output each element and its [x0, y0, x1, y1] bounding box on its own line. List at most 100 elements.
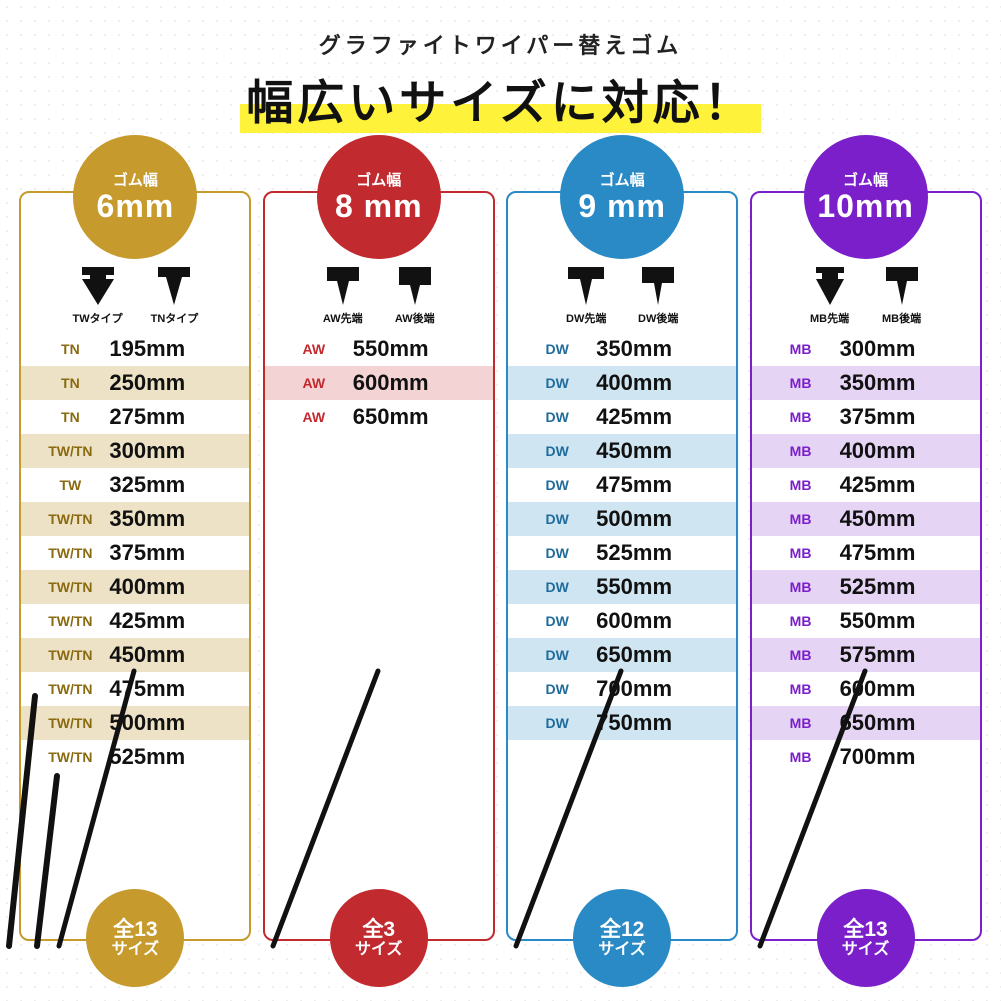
type-code: TW/TN: [35, 647, 105, 663]
size-row: MB 450mm: [752, 502, 980, 536]
size-list: TN 195mmTN 250mmTN 275mmTW/TN 300mmTW 32…: [21, 332, 249, 774]
profile-label: TWタイプ: [73, 310, 123, 326]
size-value: 425mm: [105, 608, 185, 634]
profile-label: DW後端: [638, 310, 678, 326]
count-value: 全13: [843, 918, 887, 941]
profile-icons: MB先端MB後端: [752, 265, 980, 326]
size-value: 375mm: [836, 404, 916, 430]
size-row: TW/TN 400mm: [21, 570, 249, 604]
profile-label: AW先端: [323, 310, 363, 326]
width-badge: ゴム幅 9 mm: [560, 135, 684, 259]
size-value: 400mm: [592, 370, 672, 396]
profile-label: TNタイプ: [151, 310, 199, 326]
type-code: DW: [522, 647, 592, 663]
size-value: 350mm: [105, 506, 185, 532]
size-value: 600mm: [592, 608, 672, 634]
type-code: TN: [35, 409, 105, 425]
type-code: DW: [522, 409, 592, 425]
size-row: DW 425mm: [508, 400, 736, 434]
size-value: 475mm: [836, 540, 916, 566]
size-row: MB 375mm: [752, 400, 980, 434]
type-code: TW/TN: [35, 545, 105, 561]
size-value: 350mm: [592, 336, 672, 362]
type-code: MB: [766, 375, 836, 391]
size-panel: DW先端DW後端DW 350mmDW 400mmDW 425mmDW 450mm…: [506, 191, 738, 941]
size-value: 325mm: [105, 472, 185, 498]
type-code: TW/TN: [35, 749, 105, 765]
size-value: 400mm: [836, 438, 916, 464]
badge-label: ゴム幅: [356, 169, 401, 190]
type-code: AW: [279, 409, 349, 425]
size-row: DW 500mm: [508, 502, 736, 536]
size-row: TW/TN 475mm: [21, 672, 249, 706]
size-value: 195mm: [105, 336, 185, 362]
size-column: ゴム幅 10mmMB先端MB後端MB 300mmMB 350mmMB 375mm…: [750, 191, 982, 941]
size-row: MB 650mm: [752, 706, 980, 740]
type-code: MB: [766, 409, 836, 425]
size-list: DW 350mmDW 400mmDW 425mmDW 450mmDW 475mm…: [508, 332, 736, 740]
size-row: DW 400mm: [508, 366, 736, 400]
size-row: DW 550mm: [508, 570, 736, 604]
size-row: DW 475mm: [508, 468, 736, 502]
size-row: MB 350mm: [752, 366, 980, 400]
size-row: TN 195mm: [21, 332, 249, 366]
size-value: 750mm: [592, 710, 672, 736]
size-value: 650mm: [349, 404, 429, 430]
size-value: 450mm: [105, 642, 185, 668]
size-value: 550mm: [349, 336, 429, 362]
size-row: MB 300mm: [752, 332, 980, 366]
size-row: TW 325mm: [21, 468, 249, 502]
size-value: 550mm: [836, 608, 916, 634]
size-value: 500mm: [592, 506, 672, 532]
type-code: TW/TN: [35, 443, 105, 459]
size-value: 300mm: [105, 438, 185, 464]
size-row: DW 650mm: [508, 638, 736, 672]
type-code: DW: [522, 715, 592, 731]
type-code: MB: [766, 545, 836, 561]
type-code: DW: [522, 511, 592, 527]
profile-icon: TWタイプ: [73, 265, 123, 326]
size-row: DW 350mm: [508, 332, 736, 366]
size-row: TW/TN 350mm: [21, 502, 249, 536]
badge-width: 6mm: [97, 188, 175, 225]
size-row: TW/TN 375mm: [21, 536, 249, 570]
profile-icon: TNタイプ: [151, 265, 199, 326]
type-code: TW/TN: [35, 511, 105, 527]
type-code: DW: [522, 613, 592, 629]
type-code: MB: [766, 613, 836, 629]
type-code: MB: [766, 647, 836, 663]
size-column: ゴム幅 9 mmDW先端DW後端DW 350mmDW 400mmDW 425mm…: [506, 191, 738, 941]
type-code: MB: [766, 749, 836, 765]
profile-icon: AW先端: [321, 265, 365, 326]
size-list: MB 300mmMB 350mmMB 375mmMB 400mmMB 425mm…: [752, 332, 980, 774]
badge-label: ゴム幅: [600, 169, 645, 190]
count-badge: 全12 サイズ: [573, 889, 671, 987]
width-badge: ゴム幅 8 mm: [317, 135, 441, 259]
type-code: TN: [35, 375, 105, 391]
size-value: 575mm: [836, 642, 916, 668]
size-value: 525mm: [592, 540, 672, 566]
size-row: MB 575mm: [752, 638, 980, 672]
type-code: TN: [35, 341, 105, 357]
size-panel: MB先端MB後端MB 300mmMB 350mmMB 375mmMB 400mm…: [750, 191, 982, 941]
count-value: 全12: [600, 918, 644, 941]
type-code: MB: [766, 579, 836, 595]
type-code: MB: [766, 443, 836, 459]
size-row: TW/TN 300mm: [21, 434, 249, 468]
type-code: DW: [522, 341, 592, 357]
size-value: 400mm: [105, 574, 185, 600]
count-badge: 全3 サイズ: [330, 889, 428, 987]
size-value: 275mm: [105, 404, 185, 430]
badge-width: 10mm: [817, 188, 914, 225]
size-value: 525mm: [105, 744, 185, 770]
size-row: AW 600mm: [265, 366, 493, 400]
size-row: MB 700mm: [752, 740, 980, 774]
size-row: MB 525mm: [752, 570, 980, 604]
type-code: TW/TN: [35, 681, 105, 697]
size-panel: AW先端AW後端AW 550mmAW 600mmAW 650mm: [263, 191, 495, 941]
profile-icons: AW先端AW後端: [265, 265, 493, 326]
profile-icon: MB後端: [880, 265, 924, 326]
size-row: TW/TN 525mm: [21, 740, 249, 774]
size-row: TW/TN 425mm: [21, 604, 249, 638]
width-badge: ゴム幅 6mm: [73, 135, 197, 259]
